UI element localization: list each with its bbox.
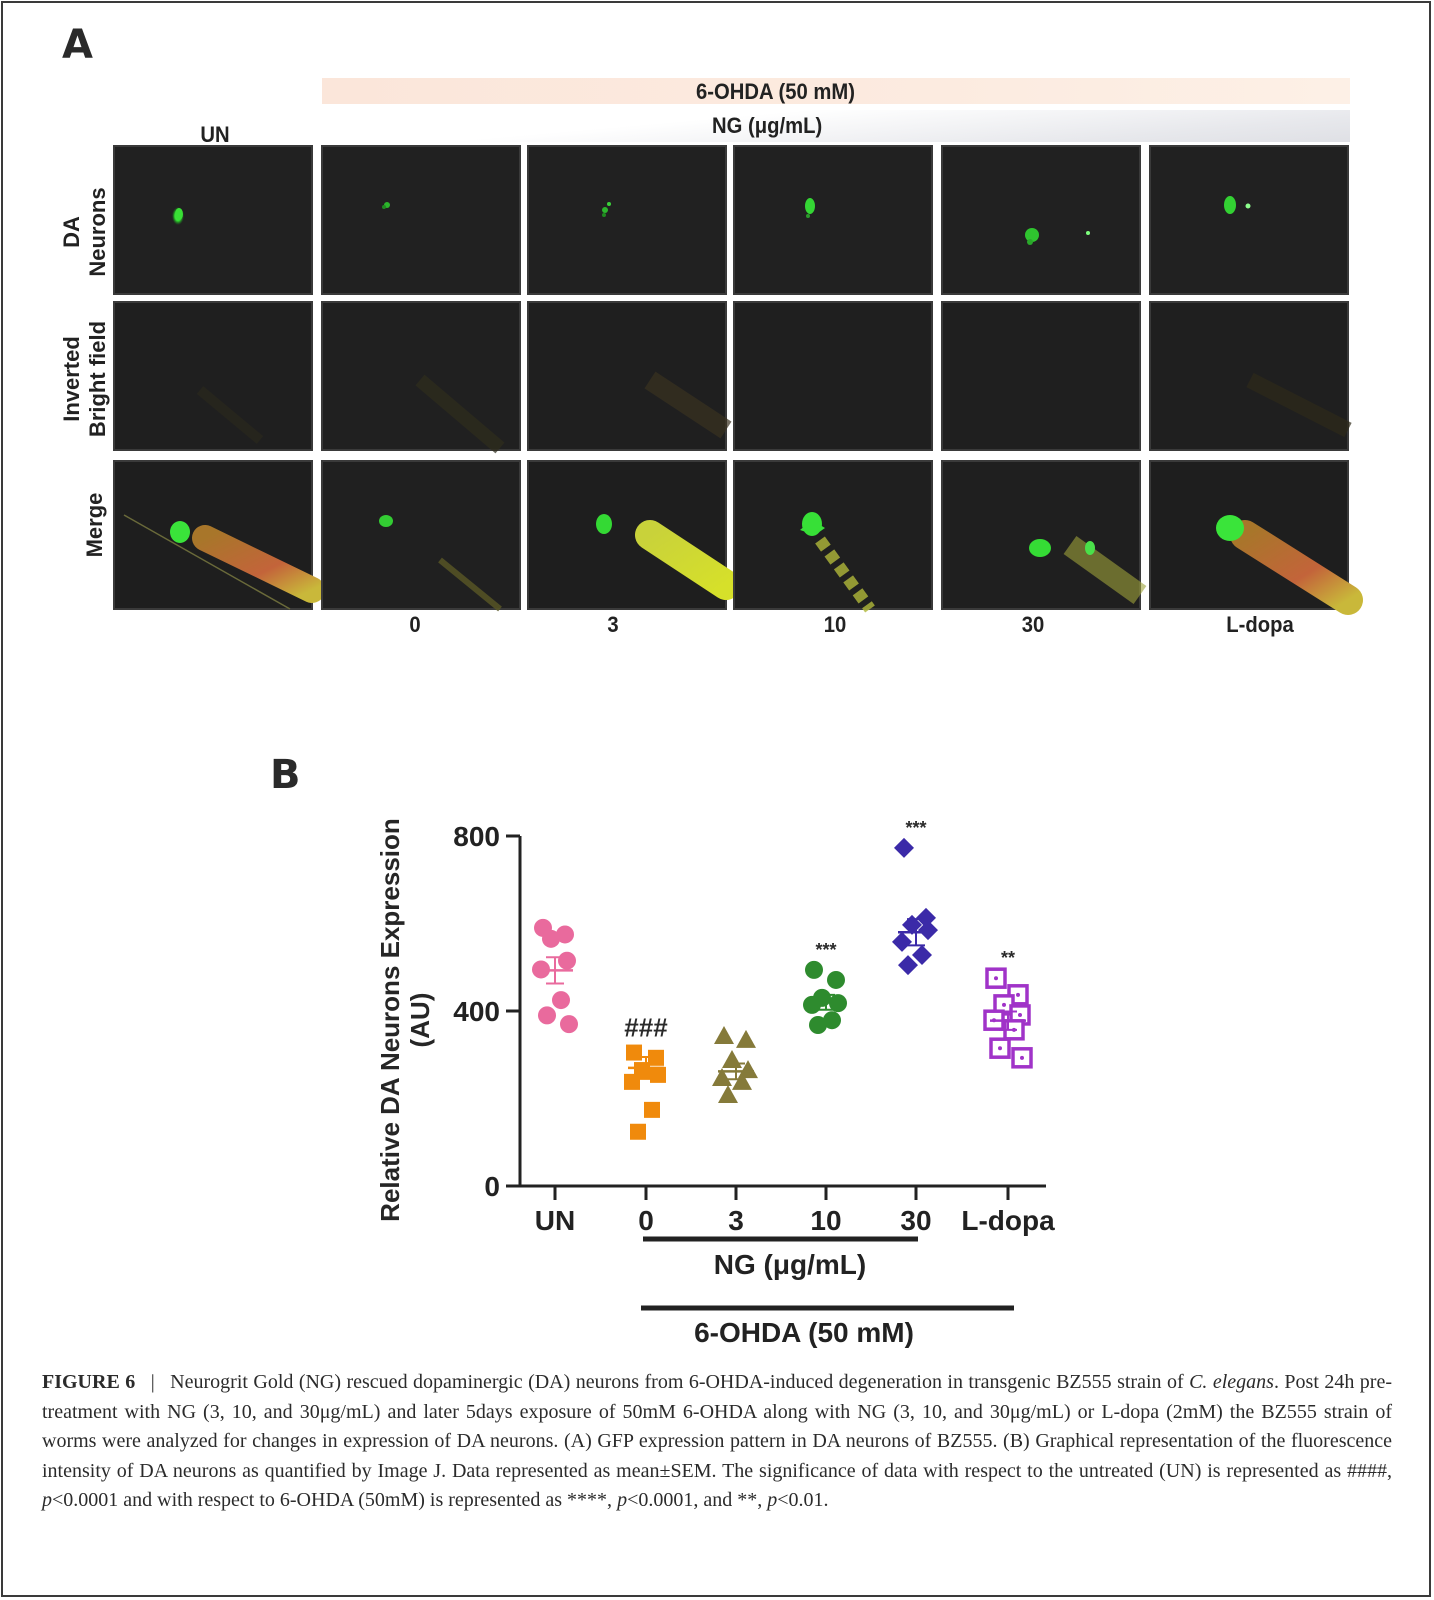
- y-axis-title-line: Relative DA Neurons Expression: [375, 818, 405, 1222]
- caption-p: p: [767, 1489, 778, 1511]
- caption-text: Neurogrit Gold (NG) rescued dopaminergic…: [170, 1371, 1190, 1393]
- caption-species: C. elegans: [1189, 1371, 1274, 1393]
- caption-text: . Post 24h pre-treatment with NG (3, 10,…: [42, 1371, 1392, 1482]
- figure-label: FIGURE 6: [42, 1371, 136, 1393]
- micrograph-grid: [113, 145, 1363, 615]
- panel-a-letter: A: [62, 22, 93, 68]
- y-axis-title-line: (AU): [405, 992, 435, 1048]
- column-label-30: 30: [1021, 612, 1045, 637]
- caption-text: <0.0001 and with respect to 6-OHDA (50mM…: [52, 1489, 618, 1511]
- row-da-neurons: [113, 145, 1349, 295]
- row-bright-field: [113, 301, 1352, 454]
- caption-p: p: [42, 1489, 52, 1511]
- dose-label-ng: NG (μg/mL): [712, 113, 823, 138]
- column-label-10: 10: [823, 612, 847, 637]
- y-axis-title: Relative DA Neurons Expression (AU): [375, 818, 435, 1222]
- dose-gradient-bar-ng: [322, 110, 1350, 142]
- column-label-untreated: UN: [200, 122, 230, 147]
- column-label-0: 0: [409, 612, 421, 637]
- treatment-bar-6ohda: [322, 78, 1350, 104]
- caption-text: <0.0001, and **,: [627, 1489, 768, 1511]
- column-label-3: 3: [607, 612, 619, 637]
- treatment-label-6ohda: 6-OHDA (50 mM): [696, 79, 855, 104]
- caption-text: <0.01.: [777, 1489, 829, 1511]
- panel-b-letter: B: [270, 752, 301, 798]
- figure-caption: FIGURE 6 | Neurogrit Gold (NG) rescued d…: [42, 1368, 1392, 1516]
- column-label-ldopa: L-dopa: [1226, 612, 1294, 637]
- caption-p: p: [617, 1489, 628, 1511]
- row-merge: [113, 460, 1363, 615]
- caption-separator: |: [150, 1371, 155, 1393]
